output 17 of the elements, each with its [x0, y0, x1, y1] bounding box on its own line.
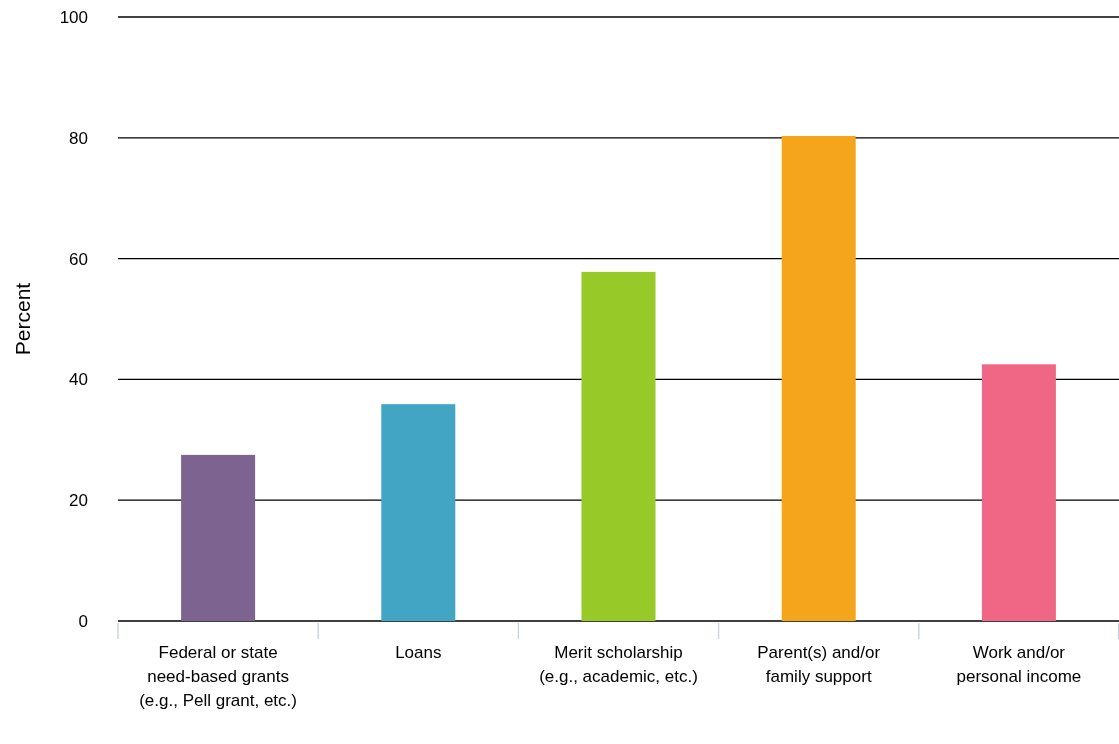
x-tick-label: Loans	[395, 643, 442, 662]
x-tick-label: Federal or state need-based grants (e.g., Pell grant, etc.)	[139, 643, 297, 710]
x-tick-label: Work and/or personal income	[956, 643, 1082, 686]
bar	[981, 364, 1056, 621]
y-axis-title: Percent	[11, 282, 34, 356]
bar	[581, 271, 656, 621]
y-tick-label: 20	[69, 491, 88, 511]
y-tick-label: 60	[69, 249, 88, 269]
x-tick-label: Parent(s) and/or family support	[757, 643, 881, 686]
bar	[381, 404, 456, 621]
y-tick-label: 80	[69, 128, 88, 148]
x-tick-label: Merit scholarship (e.g., academic, etc.)	[539, 643, 698, 686]
y-tick-label: 40	[69, 370, 88, 390]
bar	[181, 454, 256, 621]
bar	[781, 135, 856, 621]
y-tick-label: 0	[78, 611, 88, 631]
y-tick-label: 100	[59, 7, 88, 27]
